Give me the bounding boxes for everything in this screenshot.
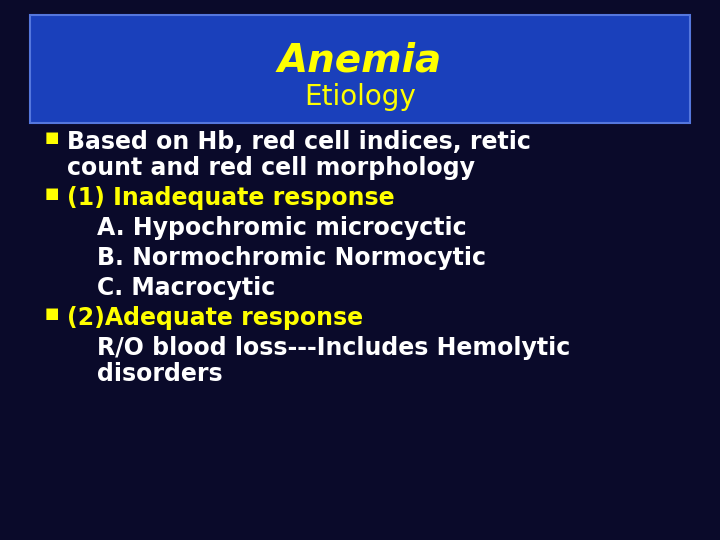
Text: Anemia: Anemia [278, 41, 442, 79]
Text: R/O blood loss---Includes Hemolytic: R/O blood loss---Includes Hemolytic [97, 336, 570, 360]
Text: B. Normochromic Normocytic: B. Normochromic Normocytic [97, 246, 486, 270]
Text: Based on Hb, red cell indices, retic: Based on Hb, red cell indices, retic [67, 130, 531, 154]
Text: (1) Inadequate response: (1) Inadequate response [67, 186, 395, 210]
Text: ■: ■ [45, 186, 59, 201]
Text: C. Macrocytic: C. Macrocytic [97, 276, 275, 300]
Text: ■: ■ [45, 130, 59, 145]
Text: count and red cell morphology: count and red cell morphology [67, 156, 475, 180]
Text: ■: ■ [45, 306, 59, 321]
Text: disorders: disorders [97, 362, 222, 386]
Text: Etiology: Etiology [304, 83, 416, 111]
FancyBboxPatch shape [30, 15, 690, 123]
Text: (2)Adequate response: (2)Adequate response [67, 306, 363, 330]
Text: A. Hypochromic microcyctic: A. Hypochromic microcyctic [97, 216, 467, 240]
